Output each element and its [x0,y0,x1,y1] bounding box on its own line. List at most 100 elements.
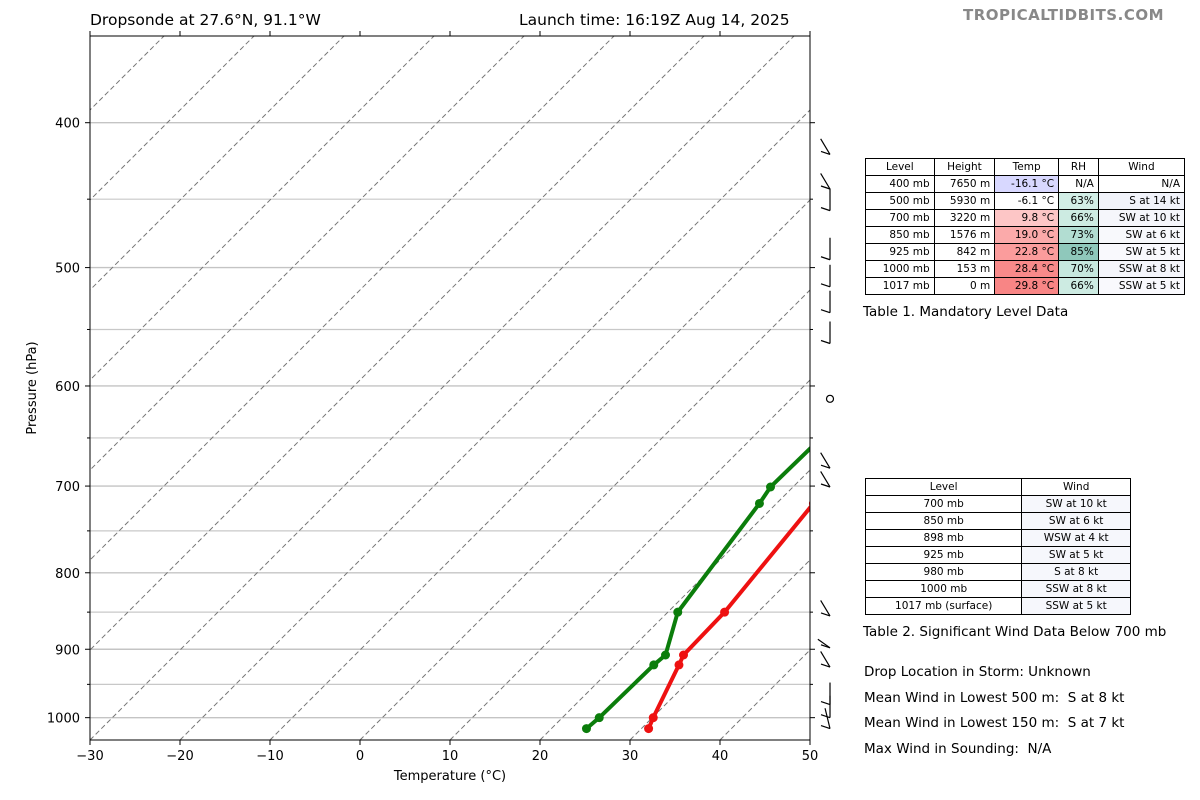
wind-barb-flag [820,612,831,617]
isotherm-line [90,36,795,740]
drop-location-text: Drop Location in Storm: Unknown [864,664,1091,680]
x-tick-label: 20 [532,749,549,764]
wind-barb-staff [820,138,831,155]
table-cell: 22.8 °C [994,243,1060,261]
wind-barb-flag [820,207,831,212]
table-cell: 1000 mb [865,260,935,278]
table-cell: 700 mb [864,495,1023,513]
table-cell: SW at 6 kt [1097,226,1186,244]
table-header-cell: Level [864,478,1023,496]
temperature-point [648,713,658,723]
wind-barb-flag [820,663,831,668]
table-cell: 63% [1058,192,1099,210]
mean-wind-500m-text: Mean Wind in Lowest 500 m: S at 8 kt [864,690,1125,706]
isotherm-line [90,36,705,651]
table-cell: 153 m [933,260,996,278]
wind-barb-staff [820,471,831,488]
wind-barb-flag [820,185,831,190]
table-row: 980 mb S at 8 kt [864,563,1131,581]
table-cell: N/A [1058,175,1099,193]
isotherm-line [359,289,810,740]
table-header-row: Level Wind [864,478,1131,496]
isotherm-line [809,739,810,740]
table-row: 898 mb WSW at 4 kt [864,529,1131,547]
table-cell: 9.8 °C [994,209,1060,227]
table-cell: SSW at 8 kt [1021,580,1131,598]
table-row: 1000 mb 153 m 28.4 °C 70% SSW at 8 kt [865,260,1186,278]
table-cell: -6.1 °C [994,192,1060,210]
x-tick-label: −30 [76,749,103,764]
mean-wind-150m-text: Mean Wind in Lowest 150 m: S at 7 kt [864,715,1125,731]
table-cell: 0 m [933,277,996,295]
wind-barb-flag [820,339,831,345]
major-gridlines [90,122,810,719]
table-cell: SW at 5 kt [1097,243,1186,261]
table-cell: 73% [1058,226,1099,244]
table-cell: 1017 mb (surface) [864,597,1023,615]
dewpoint-point [649,660,659,670]
table-row: 925 mb SW at 5 kt [864,546,1131,564]
minor-gridlines [90,198,810,685]
isotherm-line [539,469,810,740]
wind-barb-staff [817,638,831,649]
table-cell: 1017 mb [865,277,935,295]
wind-barb-staff [820,173,831,190]
y-axis-label: Pressure (hPa) [25,341,40,434]
table-cell: SSW at 8 kt [1097,260,1186,278]
table1-caption: Table 1. Mandatory Level Data [863,304,1069,320]
table-cell: 85% [1058,243,1099,261]
y-tick-label: 500 [55,262,80,277]
isotherm-line [90,36,615,561]
table-cell: 850 mb [865,226,935,244]
isotherm-line [179,109,810,740]
y-tick-label: 700 [55,480,80,495]
x-tick-label: 40 [712,749,729,764]
site-brand: TROPICALTIDBITS.COM [963,6,1164,24]
x-tick-label: 50 [802,749,819,764]
isotherm-line [629,559,810,740]
table-cell: WSW at 4 kt [1021,529,1131,547]
table-cell: 700 mb [865,209,935,227]
x-axis-label: Temperature (°C) [393,769,506,784]
significant-wind-table: Level Wind 700 mb SW at 10 kt 850 mb SW at 6… [864,478,1131,615]
table-cell: N/A [1097,175,1186,193]
table-cell: 400 mb [865,175,935,193]
y-axis: 400 500 600 700 800 900 1000 [47,117,815,727]
table2-caption: Table 2. Significant Wind Data Below 700… [863,624,1167,640]
temperature-line [646,504,810,730]
table-cell: 925 mb [865,243,935,261]
x-tick-label: 30 [622,749,639,764]
table-cell: 66% [1058,209,1099,227]
wind-barb-flag [820,464,831,469]
table-cell: 842 m [933,243,996,261]
skew-t-chart: −30 −20 −10 0 10 20 30 40 50 400 500 600 700 800 900 1… [25,31,835,784]
isotherm-line [719,649,810,740]
table-row: 500 mb 5930 m -6.1 °C 63% S at 14 kt [865,192,1186,210]
y-tick-label: 900 [55,643,80,658]
table-row: 850 mb SW at 6 kt [864,512,1131,530]
table-row: 1017 mb 0 m 29.8 °C 66% SSW at 5 kt [865,277,1186,295]
table-cell: 925 mb [864,546,1023,564]
table-row: 400 mb 7650 m -16.1 °C N/A N/A [865,175,1186,193]
dewpoint-point [661,650,671,660]
table-header-cell: RH [1058,158,1099,176]
table-cell: 1576 m [933,226,996,244]
table-cell: 28.4 °C [994,260,1060,278]
isotherm-line [90,36,525,471]
wind-barb-flag [820,283,831,288]
x-tick-label: −20 [166,749,193,764]
dewpoint-point [766,482,776,492]
table-row: 1000 mb SSW at 8 kt [864,580,1131,598]
mandatory-level-table: Level Height Temp RH Wind 400 mb 7650 m -16.1 … [865,158,1186,295]
isotherm-line [449,379,810,740]
sounding-profiles [581,445,810,734]
table-header-cell: Wind [1097,158,1186,176]
wind-barb-staff [824,708,831,729]
table-cell: SSW at 5 kt [1097,277,1186,295]
dewpoint-point [594,713,604,723]
wind-barbs [817,138,835,730]
table-cell: 1000 mb [864,580,1023,598]
table-header-cell: Level [865,158,935,176]
dewpoint-line [585,445,810,731]
table-row: 700 mb SW at 10 kt [864,495,1131,513]
